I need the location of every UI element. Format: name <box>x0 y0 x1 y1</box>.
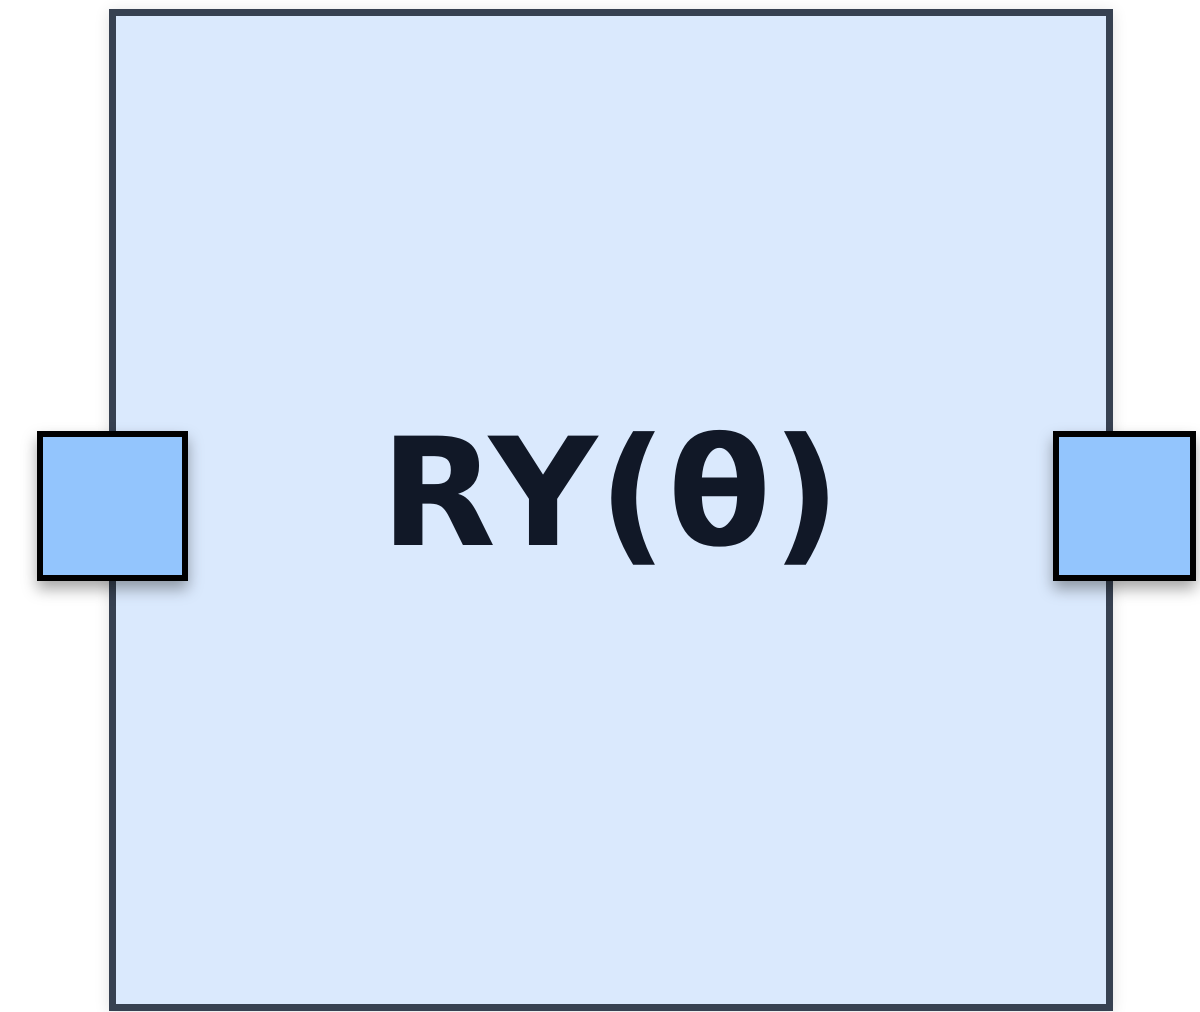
ry-gate-box[interactable] <box>109 9 1113 1011</box>
input-port[interactable] <box>37 431 188 581</box>
gate-label: RY(θ) <box>380 407 842 581</box>
output-port[interactable] <box>1053 431 1196 581</box>
